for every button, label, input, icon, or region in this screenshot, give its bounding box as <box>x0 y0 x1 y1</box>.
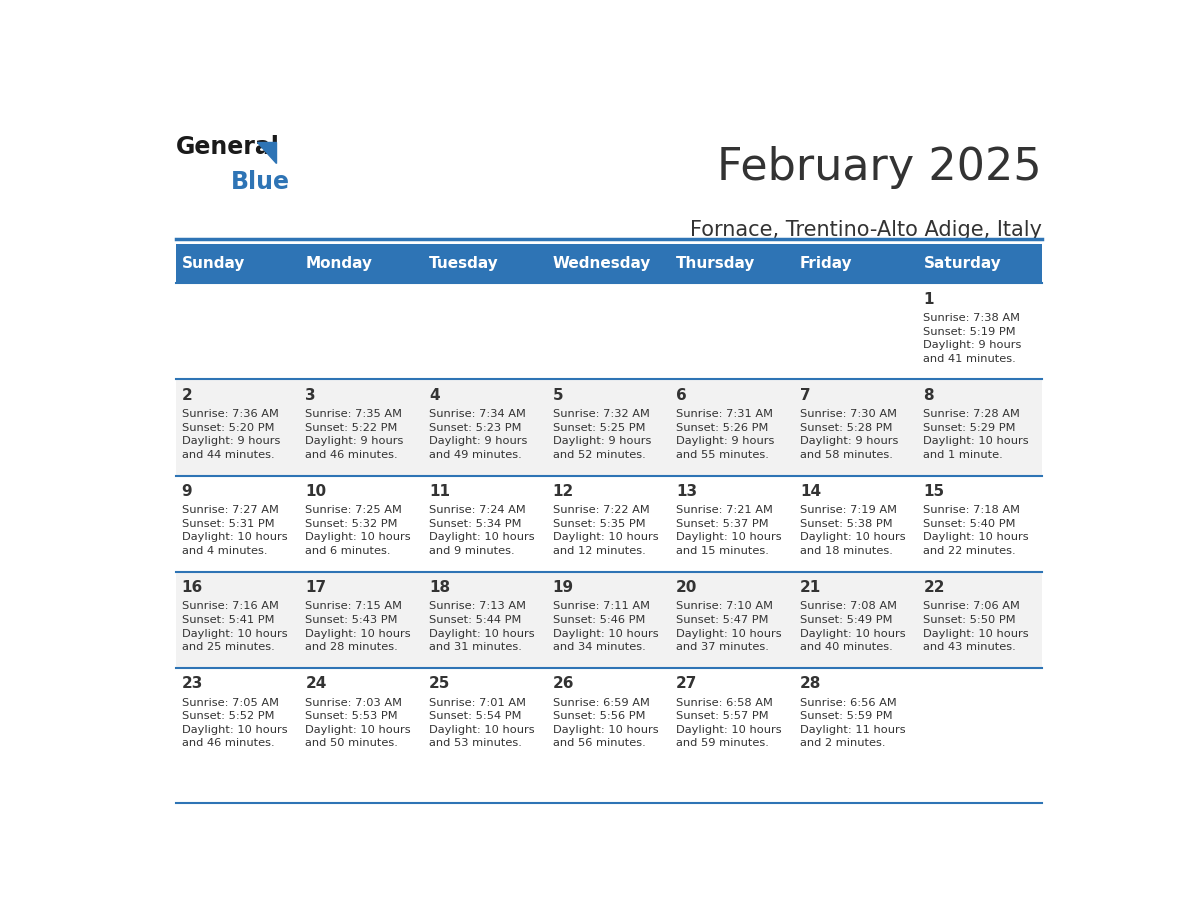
Text: Sunrise: 7:03 AM
Sunset: 5:53 PM
Daylight: 10 hours
and 50 minutes.: Sunrise: 7:03 AM Sunset: 5:53 PM Dayligh… <box>305 698 411 748</box>
Text: 11: 11 <box>429 484 450 499</box>
Text: 8: 8 <box>923 388 934 403</box>
Text: Sunrise: 7:15 AM
Sunset: 5:43 PM
Daylight: 10 hours
and 28 minutes.: Sunrise: 7:15 AM Sunset: 5:43 PM Dayligh… <box>305 601 411 652</box>
Text: Sunrise: 7:36 AM
Sunset: 5:20 PM
Daylight: 9 hours
and 44 minutes.: Sunrise: 7:36 AM Sunset: 5:20 PM Dayligh… <box>182 409 280 460</box>
Text: 21: 21 <box>800 580 821 595</box>
Text: 3: 3 <box>305 388 316 403</box>
Text: Sunrise: 7:34 AM
Sunset: 5:23 PM
Daylight: 9 hours
and 49 minutes.: Sunrise: 7:34 AM Sunset: 5:23 PM Dayligh… <box>429 409 527 460</box>
Polygon shape <box>257 142 276 163</box>
Text: Thursday: Thursday <box>676 256 756 272</box>
Text: Sunrise: 7:08 AM
Sunset: 5:49 PM
Daylight: 10 hours
and 40 minutes.: Sunrise: 7:08 AM Sunset: 5:49 PM Dayligh… <box>800 601 905 652</box>
Text: Sunrise: 7:30 AM
Sunset: 5:28 PM
Daylight: 9 hours
and 58 minutes.: Sunrise: 7:30 AM Sunset: 5:28 PM Dayligh… <box>800 409 898 460</box>
Text: 7: 7 <box>800 388 810 403</box>
Text: 20: 20 <box>676 580 697 595</box>
Text: 26: 26 <box>552 677 574 691</box>
Text: 28: 28 <box>800 677 821 691</box>
Text: Wednesday: Wednesday <box>552 256 651 272</box>
Text: 25: 25 <box>429 677 450 691</box>
Text: Tuesday: Tuesday <box>429 256 499 272</box>
Text: 6: 6 <box>676 388 687 403</box>
Text: 17: 17 <box>305 580 327 595</box>
Text: 4: 4 <box>429 388 440 403</box>
Text: 22: 22 <box>923 580 944 595</box>
Text: February 2025: February 2025 <box>716 145 1042 188</box>
FancyBboxPatch shape <box>176 476 1042 572</box>
FancyBboxPatch shape <box>176 284 1042 379</box>
Text: Sunrise: 7:32 AM
Sunset: 5:25 PM
Daylight: 9 hours
and 52 minutes.: Sunrise: 7:32 AM Sunset: 5:25 PM Dayligh… <box>552 409 651 460</box>
Text: 14: 14 <box>800 484 821 499</box>
Text: Sunrise: 7:27 AM
Sunset: 5:31 PM
Daylight: 10 hours
and 4 minutes.: Sunrise: 7:27 AM Sunset: 5:31 PM Dayligh… <box>182 505 287 556</box>
Text: Sunrise: 7:25 AM
Sunset: 5:32 PM
Daylight: 10 hours
and 6 minutes.: Sunrise: 7:25 AM Sunset: 5:32 PM Dayligh… <box>305 505 411 556</box>
Text: Sunrise: 7:11 AM
Sunset: 5:46 PM
Daylight: 10 hours
and 34 minutes.: Sunrise: 7:11 AM Sunset: 5:46 PM Dayligh… <box>552 601 658 652</box>
Text: Blue: Blue <box>232 170 290 195</box>
Text: Sunrise: 7:05 AM
Sunset: 5:52 PM
Daylight: 10 hours
and 46 minutes.: Sunrise: 7:05 AM Sunset: 5:52 PM Dayligh… <box>182 698 287 748</box>
Text: Sunrise: 7:10 AM
Sunset: 5:47 PM
Daylight: 10 hours
and 37 minutes.: Sunrise: 7:10 AM Sunset: 5:47 PM Dayligh… <box>676 601 782 652</box>
Text: Monday: Monday <box>305 256 372 272</box>
Text: Sunrise: 6:59 AM
Sunset: 5:56 PM
Daylight: 10 hours
and 56 minutes.: Sunrise: 6:59 AM Sunset: 5:56 PM Dayligh… <box>552 698 658 748</box>
Text: Sunrise: 7:01 AM
Sunset: 5:54 PM
Daylight: 10 hours
and 53 minutes.: Sunrise: 7:01 AM Sunset: 5:54 PM Dayligh… <box>429 698 535 748</box>
Text: Fornace, Trentino-Alto Adige, Italy: Fornace, Trentino-Alto Adige, Italy <box>689 219 1042 240</box>
Text: Saturday: Saturday <box>923 256 1001 272</box>
Text: Sunrise: 7:06 AM
Sunset: 5:50 PM
Daylight: 10 hours
and 43 minutes.: Sunrise: 7:06 AM Sunset: 5:50 PM Dayligh… <box>923 601 1029 652</box>
Text: 19: 19 <box>552 580 574 595</box>
Text: 10: 10 <box>305 484 327 499</box>
Text: 27: 27 <box>676 677 697 691</box>
Text: Sunrise: 7:19 AM
Sunset: 5:38 PM
Daylight: 10 hours
and 18 minutes.: Sunrise: 7:19 AM Sunset: 5:38 PM Dayligh… <box>800 505 905 556</box>
FancyBboxPatch shape <box>176 668 1042 764</box>
Text: 13: 13 <box>676 484 697 499</box>
Text: 16: 16 <box>182 580 203 595</box>
Text: Sunrise: 7:22 AM
Sunset: 5:35 PM
Daylight: 10 hours
and 12 minutes.: Sunrise: 7:22 AM Sunset: 5:35 PM Dayligh… <box>552 505 658 556</box>
Text: 24: 24 <box>305 677 327 691</box>
Text: Sunrise: 7:38 AM
Sunset: 5:19 PM
Daylight: 9 hours
and 41 minutes.: Sunrise: 7:38 AM Sunset: 5:19 PM Dayligh… <box>923 313 1022 364</box>
FancyBboxPatch shape <box>176 379 1042 476</box>
Text: Sunrise: 7:28 AM
Sunset: 5:29 PM
Daylight: 10 hours
and 1 minute.: Sunrise: 7:28 AM Sunset: 5:29 PM Dayligh… <box>923 409 1029 460</box>
Text: 1: 1 <box>923 292 934 307</box>
FancyBboxPatch shape <box>176 572 1042 668</box>
Text: Sunrise: 6:58 AM
Sunset: 5:57 PM
Daylight: 10 hours
and 59 minutes.: Sunrise: 6:58 AM Sunset: 5:57 PM Dayligh… <box>676 698 782 748</box>
FancyBboxPatch shape <box>176 244 1042 284</box>
Text: Sunrise: 7:18 AM
Sunset: 5:40 PM
Daylight: 10 hours
and 22 minutes.: Sunrise: 7:18 AM Sunset: 5:40 PM Dayligh… <box>923 505 1029 556</box>
Text: Sunrise: 7:21 AM
Sunset: 5:37 PM
Daylight: 10 hours
and 15 minutes.: Sunrise: 7:21 AM Sunset: 5:37 PM Dayligh… <box>676 505 782 556</box>
Text: Sunrise: 6:56 AM
Sunset: 5:59 PM
Daylight: 11 hours
and 2 minutes.: Sunrise: 6:56 AM Sunset: 5:59 PM Dayligh… <box>800 698 905 748</box>
Text: Friday: Friday <box>800 256 853 272</box>
Text: Sunrise: 7:31 AM
Sunset: 5:26 PM
Daylight: 9 hours
and 55 minutes.: Sunrise: 7:31 AM Sunset: 5:26 PM Dayligh… <box>676 409 775 460</box>
Text: Sunrise: 7:13 AM
Sunset: 5:44 PM
Daylight: 10 hours
and 31 minutes.: Sunrise: 7:13 AM Sunset: 5:44 PM Dayligh… <box>429 601 535 652</box>
Text: 9: 9 <box>182 484 192 499</box>
Text: 15: 15 <box>923 484 944 499</box>
Text: 2: 2 <box>182 388 192 403</box>
Text: Sunrise: 7:16 AM
Sunset: 5:41 PM
Daylight: 10 hours
and 25 minutes.: Sunrise: 7:16 AM Sunset: 5:41 PM Dayligh… <box>182 601 287 652</box>
Text: 12: 12 <box>552 484 574 499</box>
Text: 23: 23 <box>182 677 203 691</box>
Text: Sunrise: 7:35 AM
Sunset: 5:22 PM
Daylight: 9 hours
and 46 minutes.: Sunrise: 7:35 AM Sunset: 5:22 PM Dayligh… <box>305 409 404 460</box>
Text: General: General <box>176 135 280 159</box>
Text: 5: 5 <box>552 388 563 403</box>
Text: Sunday: Sunday <box>182 256 245 272</box>
Text: Sunrise: 7:24 AM
Sunset: 5:34 PM
Daylight: 10 hours
and 9 minutes.: Sunrise: 7:24 AM Sunset: 5:34 PM Dayligh… <box>429 505 535 556</box>
Text: 18: 18 <box>429 580 450 595</box>
